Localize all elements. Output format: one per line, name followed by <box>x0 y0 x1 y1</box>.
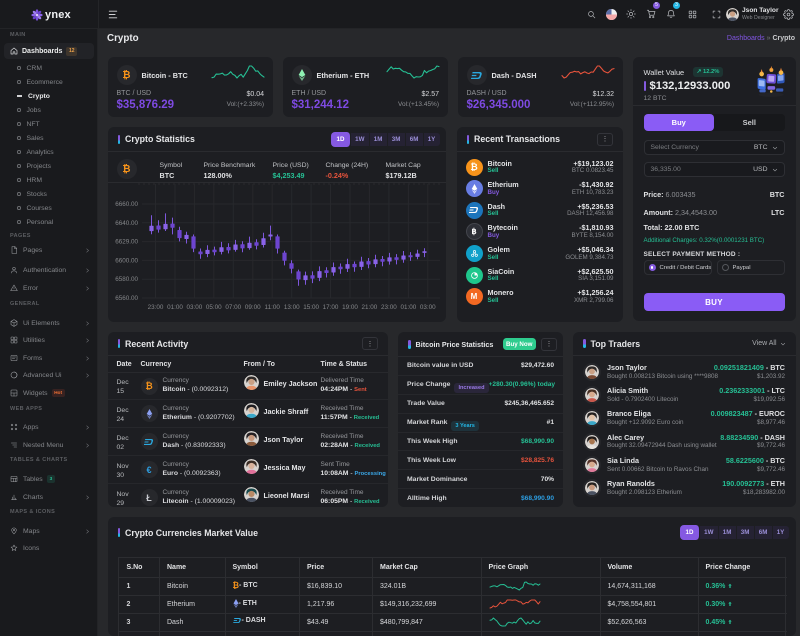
svg-text:19:00: 19:00 <box>342 304 358 311</box>
svg-text:6560.00: 6560.00 <box>115 295 138 302</box>
svg-text:23:00: 23:00 <box>147 304 163 311</box>
svg-text:03:00: 03:00 <box>186 304 202 311</box>
svg-text:03:00: 03:00 <box>419 304 435 311</box>
svg-text:13:00: 13:00 <box>283 304 299 311</box>
svg-text:21:00: 21:00 <box>361 304 377 311</box>
svg-text:17:00: 17:00 <box>322 304 338 311</box>
svg-text:05:00: 05:00 <box>205 304 221 311</box>
svg-text:6660.00: 6660.00 <box>115 201 138 208</box>
svg-text:6629.00: 6629.00 <box>115 239 138 246</box>
svg-text:01:00: 01:00 <box>400 304 416 311</box>
svg-text:23:00: 23:00 <box>381 304 397 311</box>
svg-text:6600.00: 6600.00 <box>115 257 138 264</box>
svg-text:15:00: 15:00 <box>303 304 319 311</box>
svg-text:6580.00: 6580.00 <box>115 276 138 283</box>
svg-text:01:00: 01:00 <box>167 304 183 311</box>
svg-text:6640.00: 6640.00 <box>115 220 138 227</box>
svg-text:07:00: 07:00 <box>225 304 241 311</box>
svg-text:11:00: 11:00 <box>264 304 280 311</box>
svg-text:09:00: 09:00 <box>244 304 260 311</box>
